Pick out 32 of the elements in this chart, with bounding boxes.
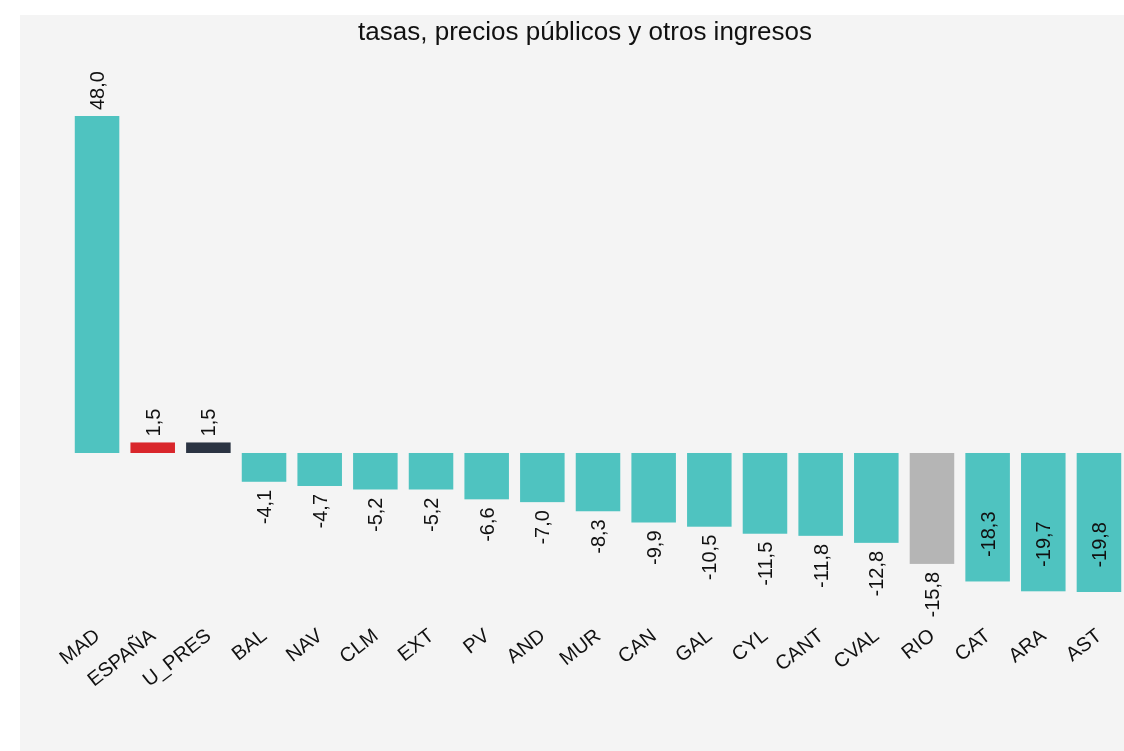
x-tick-label: EXT: [393, 623, 438, 666]
x-tick-label: GAL: [670, 623, 716, 666]
chart-title: tasas, precios públicos y otros ingresos: [358, 16, 812, 46]
data-label: -19,7: [1032, 521, 1055, 567]
x-tick-label: CAN: [613, 623, 661, 668]
data-label: -6,6: [475, 507, 498, 542]
x-tick-label: CYL: [727, 623, 772, 666]
data-label: 48,0: [86, 71, 109, 110]
data-label: -15,8: [920, 571, 943, 618]
x-tick-label: RIO: [896, 623, 939, 664]
data-label: -9,9: [642, 530, 665, 565]
data-label: -11,8: [809, 543, 832, 588]
data-label: -11,5: [753, 541, 776, 586]
x-tick-label: ARA: [1003, 623, 1051, 667]
x-tick-label: CAT: [950, 623, 995, 665]
data-label: -12,8: [865, 550, 888, 597]
x-tick-label: AST: [1061, 623, 1106, 666]
data-label: -10,5: [698, 534, 721, 581]
x-tick-label: CLM: [334, 623, 382, 668]
data-label: -5,2: [364, 497, 387, 532]
data-label: 1,5: [141, 408, 164, 437]
data-label: -4,1: [253, 489, 276, 525]
data-label: -19,8: [1087, 522, 1110, 568]
data-label: -8,3: [587, 519, 609, 554]
data-label: -18,3: [976, 511, 999, 558]
x-tick-label: AND: [501, 623, 549, 668]
data-label: -4,7: [308, 493, 331, 529]
data-label: 1,5: [197, 408, 220, 437]
x-tick-label: BAL: [227, 623, 271, 665]
data-label: -5,2: [420, 497, 443, 532]
x-tick-label: PV: [458, 623, 494, 658]
data-label: -7,0: [531, 510, 554, 545]
